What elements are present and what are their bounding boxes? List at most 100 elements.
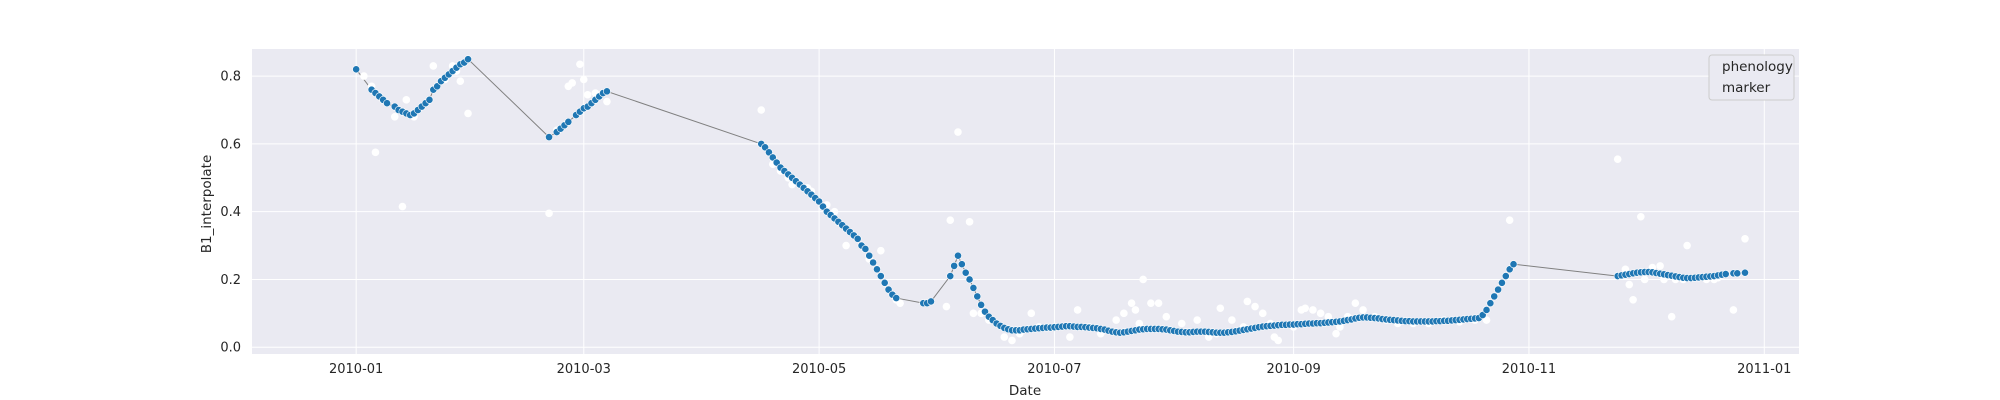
marker-point [1228,316,1236,324]
marker-point [360,72,368,80]
phenology-point [977,300,986,309]
phenology-point [1490,292,1499,301]
y-axis-label: B1_interpolate [199,155,215,254]
marker-point [1625,280,1634,289]
marker-point [1640,275,1649,284]
y-tick-label: 0.0 [220,341,241,356]
phenology-point [1498,278,1506,287]
marker-point [429,62,438,70]
phenology-points [352,55,1749,337]
marker-point [1120,309,1128,318]
marker-point [1008,336,1016,345]
x-tick-label: 2010-07 [1027,362,1081,377]
phenology-point [1733,269,1742,278]
marker-point [1324,312,1333,321]
marker-point [1613,155,1622,163]
phenology-point [1741,268,1749,277]
marker-point [1216,304,1225,313]
phenology-point [352,65,361,74]
marker-point [545,209,553,218]
marker-point [1154,299,1163,307]
marker-point [757,106,766,114]
marker-point [1135,319,1144,328]
phenology-point [383,99,391,108]
marker-point [402,96,411,104]
phenology-point [1494,285,1502,294]
x-tick-label: 2010-05 [792,362,846,377]
marker-point [842,241,850,250]
marker-point [965,218,974,226]
marker-point [398,202,407,211]
x-tick-labels: 2010-01 2010-03 2010-05 2010-07 2010-09 2010-… [329,362,1791,377]
y-tick-label: 0.6 [220,137,241,152]
legend-box [1708,54,1795,101]
phenology-point [946,272,955,280]
marker-point [1656,262,1664,270]
marker-point [942,302,951,311]
marker-point [1147,299,1155,307]
phenology-point [865,251,874,260]
marker-point [1139,275,1147,284]
phenology-point [876,272,885,280]
phenology-point [603,87,611,96]
phenology-point [961,268,970,277]
marker-point [1309,306,1317,314]
marker-point [1359,306,1367,314]
x-tick-label: 2010-09 [1266,362,1320,377]
marker-point [464,109,472,118]
phenology-point [464,55,472,64]
legend-entry-phenology: phenology [1722,59,1793,75]
phenology-point [1482,306,1491,314]
marker-point [1741,234,1749,243]
x-tick-label: 2010-03 [557,362,611,377]
phenology-point [873,265,881,274]
marker-point [969,309,978,318]
marker-point [576,60,584,69]
marker-point [1127,299,1136,307]
marker-point [1027,309,1036,318]
marker-point [583,90,592,99]
phenology-point [545,133,553,142]
marker-point [1729,306,1738,314]
phenology-point [969,284,978,292]
phenology-point [954,251,962,260]
marker-point [1637,212,1645,221]
phenology-point [1501,272,1510,280]
marker-point [568,79,577,87]
marker-point [1162,312,1171,321]
y-tick-labels: 0.0 0.2 0.4 0.6 0.8 [220,70,241,356]
marker-point [1193,316,1201,324]
marker-point [1629,295,1637,304]
phenology-point [950,261,959,270]
marker-point [1073,306,1082,314]
marker-point [1251,302,1259,311]
marker-point [1301,304,1309,313]
phenology-point [425,95,434,104]
marker-point [1505,216,1514,224]
phenology-point [1486,299,1495,308]
marker-point [1177,319,1186,328]
marker-point [1351,299,1360,307]
marker-point [1112,316,1120,324]
marker-point [603,97,611,106]
phenology-point [957,260,966,269]
plot-background [252,49,1799,354]
phenology-point [869,258,878,267]
y-tick-label: 0.2 [220,273,241,288]
phenology-point [927,297,935,306]
marker-point [1332,329,1340,338]
marker-point [1258,309,1267,318]
marker-point [1683,241,1691,250]
legend: phenology marker [1708,54,1795,101]
phenology-point [880,278,889,287]
marker-point [1667,312,1676,321]
marker-point [371,148,380,157]
marker-point [946,216,955,224]
marker-point [954,128,962,136]
y-tick-label: 0.4 [220,205,241,220]
marker-point [1066,333,1074,341]
marker-point [1316,309,1325,318]
marker-point [1131,306,1140,314]
marker-point [1274,336,1282,345]
